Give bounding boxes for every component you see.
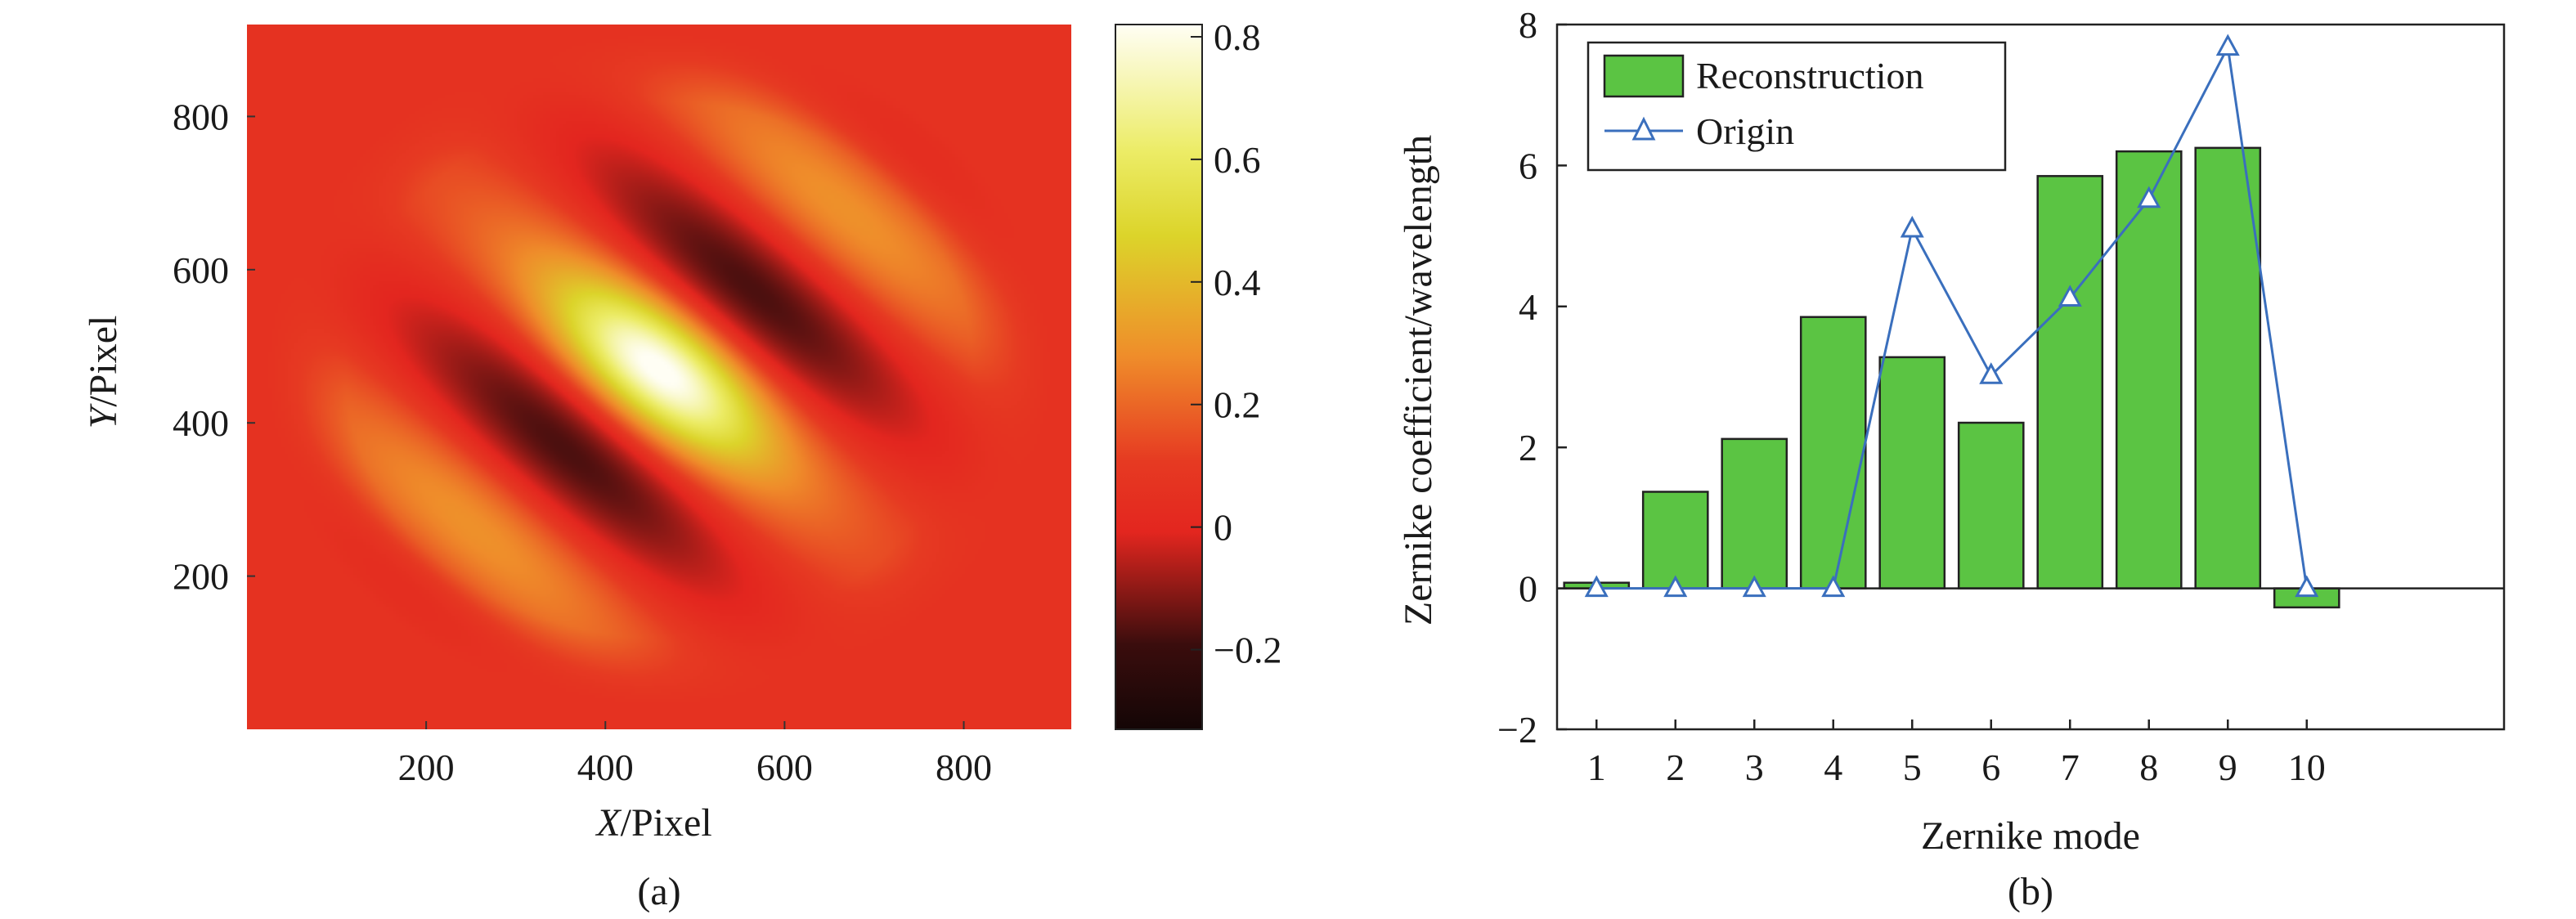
origin-marker — [1742, 575, 1766, 598]
bar-chart-y-ticks: −2 0 2 4 6 8 — [1497, 4, 1567, 751]
heatmap-x-axis-label: X/Pixel — [595, 801, 711, 845]
heatmap-y-tick-label: 600 — [173, 249, 229, 291]
heatmap-x-label-rest: /Pixel — [621, 801, 712, 845]
panel-a-caption: (a) — [637, 870, 680, 913]
heatmap-y-label-rest: /Pixel — [82, 316, 125, 407]
bar-y-tick-label: 2 — [1519, 427, 1537, 468]
bar-chart-x-axis-label: Zernike mode — [1921, 814, 2140, 858]
origin-series-markers — [1584, 34, 2319, 598]
origin-marker — [1900, 215, 1924, 238]
bar-x-tick-label: 1 — [1587, 746, 1606, 788]
heatmap-x-tick-label: 800 — [936, 746, 992, 788]
heatmap-x-tick-label: 400 — [577, 746, 634, 788]
panel-a: 200 400 600 800 200 400 600 800 X/Pixel Y/Pixe… — [82, 16, 1281, 913]
origin-marker — [2058, 285, 2082, 307]
reconstruction-bar — [2115, 150, 2183, 590]
bar-chart-x-ticks: 1 2 3 4 5 6 7 8 9 10 — [1587, 720, 2326, 788]
origin-series-line — [1596, 43, 2309, 590]
heatmap-image — [247, 25, 1071, 729]
colorbar-ticks: −0.2 0 0.2 0.4 0.6 0.8 — [1191, 16, 1281, 671]
reconstruction-bar — [2036, 175, 2104, 590]
legend-marker-origin — [1631, 116, 1656, 141]
legend-swatch-reconstruction — [1603, 54, 1685, 98]
bar-x-tick-label: 4 — [1824, 746, 1842, 788]
legend: Reconstruction Origin — [1586, 41, 2007, 172]
bar-y-tick-label: 0 — [1519, 568, 1537, 610]
reconstruction-bar — [1721, 437, 1788, 590]
reconstruction-bar — [1799, 316, 1867, 590]
bar-x-tick-label: 3 — [1745, 746, 1764, 788]
bar-x-tick-label: 7 — [2061, 746, 2080, 788]
colorbar-tick-label: 0.2 — [1214, 384, 1261, 426]
bar-x-tick-label: 2 — [1666, 746, 1685, 788]
reconstruction-bar — [1878, 356, 1946, 590]
heatmap-y-label-italic: Y — [82, 403, 125, 428]
heatmap-x-tick-label: 200 — [398, 746, 455, 788]
heatmap-x-tick-label: 600 — [756, 746, 813, 788]
origin-marker — [2215, 34, 2240, 56]
bar-x-tick-label: 5 — [1903, 746, 1922, 788]
reconstruction-bar — [2194, 146, 2262, 590]
bar-x-tick-label: 9 — [2219, 746, 2237, 788]
colorbar — [1115, 24, 1203, 730]
bar-x-tick-label: 6 — [1981, 746, 2000, 788]
reconstruction-bars — [1563, 146, 2340, 609]
bar-chart-frame — [1555, 23, 2506, 731]
legend-label-origin: Origin — [1696, 110, 1794, 152]
heatmap-y-tick-label: 400 — [173, 402, 229, 444]
heatmap-x-ticks: 200 400 600 800 — [398, 721, 992, 788]
bar-chart-y-axis-label: Zernike coefficient/wavelength — [1397, 135, 1440, 625]
bar-y-tick-label: 6 — [1519, 145, 1537, 186]
heatmap-y-tick-label: 200 — [173, 556, 229, 598]
colorbar-tick-label: −0.2 — [1214, 630, 1281, 671]
heatmap-y-tick-label: 800 — [173, 96, 229, 137]
bar-x-tick-label: 10 — [2288, 746, 2326, 788]
bar-x-tick-label: 8 — [2139, 746, 2158, 788]
colorbar-tick-label: 0 — [1214, 507, 1232, 549]
reconstruction-bar — [1641, 491, 1709, 590]
origin-marker — [1821, 575, 1846, 598]
origin-marker — [1663, 575, 1688, 598]
origin-marker — [1979, 362, 2004, 384]
bar-y-tick-label: −2 — [1497, 709, 1537, 751]
heatmap-y-axis-label: Y/Pixel — [82, 316, 125, 429]
colorbar-tick-label: 0.4 — [1214, 262, 1261, 303]
legend-label-reconstruction: Reconstruction — [1696, 55, 1924, 96]
heatmap-x-label-italic: X — [595, 801, 622, 845]
bar-y-tick-label: 8 — [1519, 4, 1537, 46]
reconstruction-bar — [1957, 421, 2025, 590]
colorbar-tick-label: 0.8 — [1214, 16, 1261, 58]
panel-b: −2 0 2 4 6 8 1 2 3 4 5 6 7 8 9 10 Zernike mode Zernike… — [1397, 4, 2506, 913]
panel-b-caption: (b) — [2008, 870, 2053, 913]
bar-y-tick-label: 4 — [1519, 286, 1537, 328]
origin-marker — [2137, 186, 2161, 208]
colorbar-tick-label: 0.6 — [1214, 139, 1261, 181]
origin-marker — [1584, 575, 1609, 598]
origin-marker — [2295, 575, 2319, 598]
heatmap-y-ticks: 200 400 600 800 — [173, 96, 255, 598]
